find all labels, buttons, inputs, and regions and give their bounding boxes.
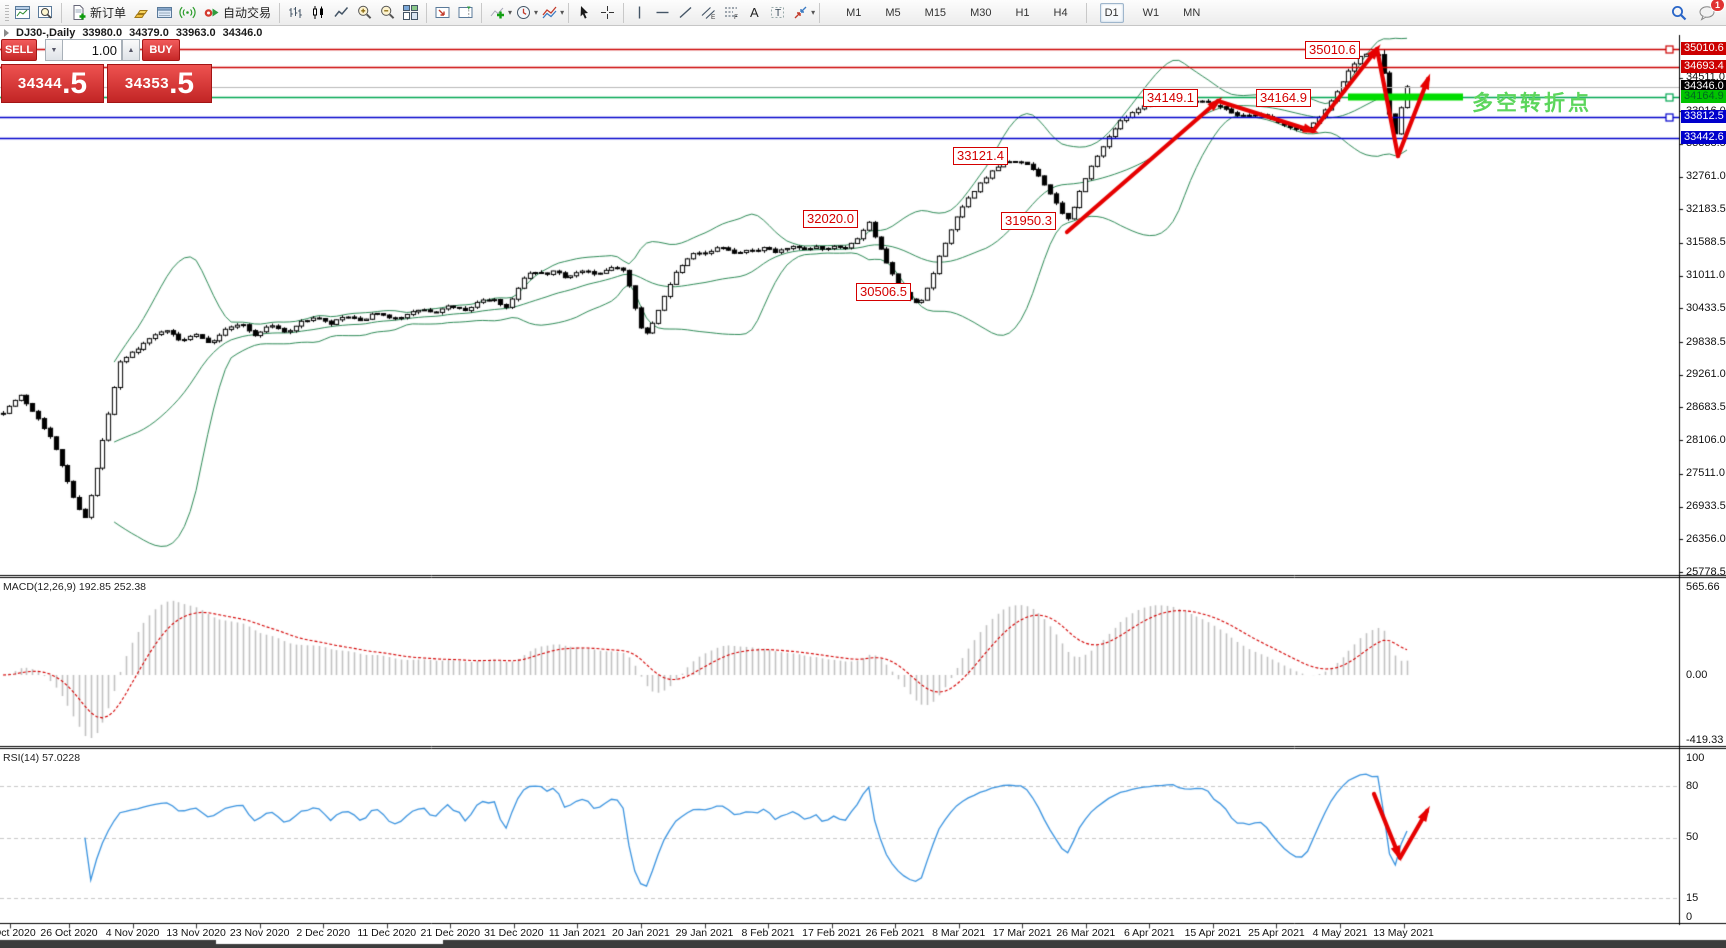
buy-price-main: 34353 [124, 75, 170, 92]
timeframe-button-M15[interactable]: M15 [920, 3, 951, 23]
low-value: 33963.0 [175, 27, 216, 39]
cursor-icon[interactable] [573, 2, 596, 24]
shapes-caret-icon[interactable]: ▾ [811, 8, 816, 17]
timeframe-button-M5[interactable]: M5 [880, 3, 905, 23]
buy-button[interactable]: BUY [142, 39, 180, 61]
buy-price-display[interactable]: 34353.5 [107, 64, 212, 103]
search-icon[interactable] [1667, 2, 1690, 24]
terminal-icon[interactable] [153, 2, 176, 24]
tile-windows-icon[interactable] [399, 2, 422, 24]
one-click-trading-panel: SELL ▼ ▲ BUY 34344.5 34353.5 [1, 39, 212, 103]
add-indicator-caret-icon[interactable]: ▾ [508, 8, 513, 17]
chart-title: DJ30-,Daily 33980.0 34379.0 33963.0 3434… [4, 27, 262, 39]
timeframe-button-D1[interactable]: D1 [1099, 2, 1124, 23]
svg-text:F: F [734, 14, 738, 21]
svg-text:E: E [711, 14, 716, 21]
timeframe-button-M30[interactable]: M30 [965, 3, 996, 23]
candlestick-chart-type-icon[interactable] [307, 2, 330, 24]
period-clock-icon[interactable] [512, 2, 535, 24]
arrow-shapes-tool-icon[interactable] [789, 2, 812, 24]
toolbar-grip [5, 4, 9, 21]
svg-text:A: A [750, 5, 759, 20]
fibonacci-tool-icon[interactable]: F [720, 2, 743, 24]
notifications-icon[interactable]: 1 [1696, 0, 1725, 24]
timeframe-button-H4[interactable]: H4 [1049, 3, 1073, 23]
market-watch-icon[interactable] [130, 2, 153, 24]
high-value: 34379.0 [129, 27, 169, 39]
horizontal-line-tool-icon[interactable] [651, 2, 674, 24]
text-tool-icon[interactable]: A [743, 2, 766, 24]
template-caret-icon[interactable]: ▾ [560, 8, 565, 17]
timeframe-button-W1[interactable]: W1 [1138, 3, 1165, 23]
autotrade-label: 自动交易 [223, 6, 272, 20]
period-caret-icon[interactable]: ▾ [534, 8, 539, 17]
open-value: 33980.0 [82, 27, 123, 39]
zoom-in-icon[interactable] [353, 2, 376, 24]
toolbar: 新订单 自动交易 ▾ ▾ ▾ [0, 0, 1726, 26]
close-value: 34346.0 [222, 27, 263, 39]
sell-price-main: 34344 [17, 75, 63, 92]
line-chart-type-icon[interactable] [330, 2, 353, 24]
autotrade-button[interactable]: 自动交易 [199, 2, 275, 24]
notification-count-badge: 1 [1709, 0, 1725, 12]
auto-arrange-icon[interactable] [431, 2, 454, 24]
zoom-box-icon[interactable] [34, 2, 57, 24]
symbol-period-label: DJ30-,Daily [16, 27, 76, 39]
timeframe-button-H1[interactable]: H1 [1010, 3, 1034, 23]
lot-increase-button[interactable]: ▲ [122, 39, 140, 61]
timeframe-button-MN[interactable]: MN [1178, 3, 1205, 23]
timeframe-button-M1[interactable]: M1 [841, 3, 866, 23]
chart-shift-icon[interactable] [454, 2, 477, 24]
zoom-out-icon[interactable] [376, 2, 399, 24]
template-icon[interactable] [538, 2, 561, 24]
vertical-line-tool-icon[interactable] [628, 2, 651, 24]
add-indicator-icon[interactable] [486, 2, 509, 24]
lot-decrease-button[interactable]: ▼ [45, 39, 63, 61]
channel-tool-icon[interactable]: E [697, 2, 720, 24]
text-label-tool-icon[interactable]: T [766, 2, 789, 24]
bar-chart-type-icon[interactable] [284, 2, 307, 24]
lot-size-input[interactable] [62, 39, 122, 61]
new-order-button[interactable]: 新订单 [66, 2, 130, 24]
trendline-tool-icon[interactable] [674, 2, 697, 24]
timeframe-group: M1 M5 M15 M30 H1 H4 D1 W1 MN [834, 2, 1212, 23]
buy-price-pips: .5 [169, 66, 195, 100]
sell-button[interactable]: SELL [1, 39, 37, 61]
crosshair-icon[interactable] [596, 2, 619, 24]
sell-price-display[interactable]: 34344.5 [1, 64, 104, 103]
chart-window-icon[interactable] [11, 2, 34, 24]
sell-price-pips: .5 [62, 66, 88, 100]
svg-text:T: T [775, 8, 781, 19]
chart-title-marker-icon [4, 29, 9, 37]
new-order-label: 新订单 [90, 6, 127, 20]
signals-icon[interactable] [176, 2, 199, 24]
